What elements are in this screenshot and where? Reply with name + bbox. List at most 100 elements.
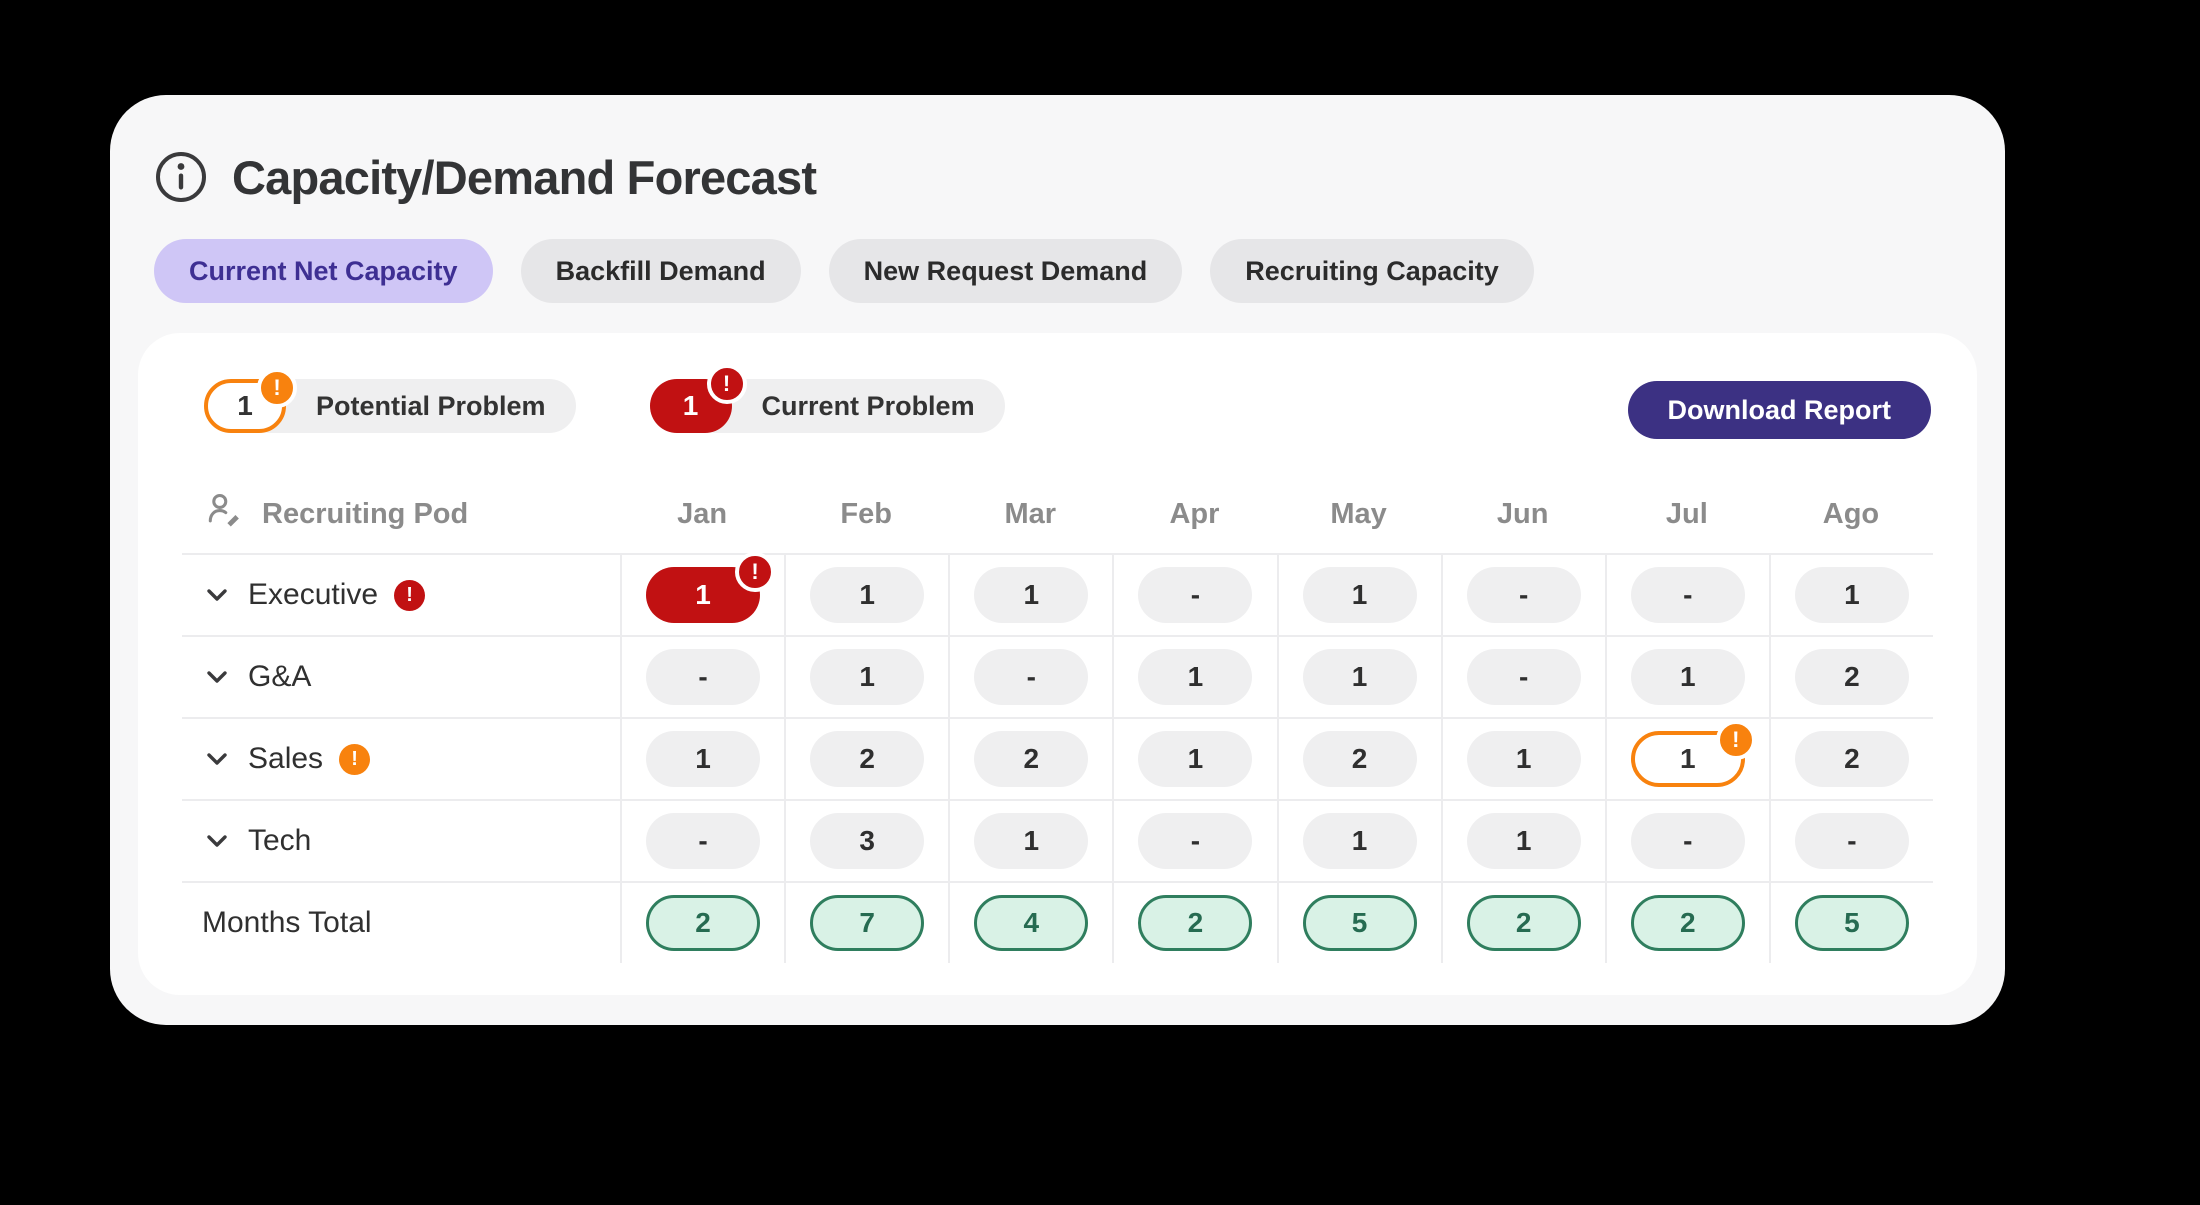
potential-problem-count: 1 xyxy=(237,390,253,421)
table-row-sales: Sales! 1 2 2 1 2 1 1! 2 xyxy=(182,717,1933,799)
cell-executive-may: 1 xyxy=(1276,555,1441,635)
value-pill: 1 xyxy=(974,813,1089,869)
user-edit-icon xyxy=(206,491,244,537)
cell-total-jul: 2 xyxy=(1604,883,1769,963)
potential-problem-alert-icon: ! xyxy=(339,743,371,775)
cell-sales-feb: 2 xyxy=(784,719,948,799)
cell-sales-apr: 1 xyxy=(1112,719,1276,799)
total-value-pill: 2 xyxy=(1630,895,1745,951)
cell-total-feb: 7 xyxy=(784,883,948,963)
current-problem-alert-icon: ! xyxy=(394,579,426,611)
value-pill: 1 xyxy=(1794,567,1909,623)
cell-tech-jun: 1 xyxy=(1440,801,1605,881)
cell-g-a-mar: - xyxy=(948,637,1112,717)
cell-executive-jul: - xyxy=(1604,555,1769,635)
current-problem-count: 1 xyxy=(682,390,699,421)
cell-tech-mar: 1 xyxy=(948,801,1112,881)
cell-executive-mar: 1 xyxy=(948,555,1112,635)
value-pill: 1 xyxy=(1466,813,1581,869)
total-value-pill: 5 xyxy=(1302,895,1417,951)
chevron-down-icon[interactable] xyxy=(202,826,232,856)
cell-executive-jun: - xyxy=(1440,555,1605,635)
chevron-down-icon[interactable] xyxy=(202,580,232,610)
cell-total-apr: 2 xyxy=(1112,883,1276,963)
months-total-label: Months Total xyxy=(202,906,372,939)
value-pill: - xyxy=(1794,813,1909,869)
table-row-months-total: Months Total 2 7 4 2 5 2 2 5 xyxy=(182,881,1933,963)
current-problem-count-pill: 1 ! xyxy=(649,364,747,433)
month-header-apr: Apr xyxy=(1169,497,1220,530)
cell-sales-ago: 2 xyxy=(1768,719,1933,799)
value-pill: - xyxy=(1630,567,1745,623)
cell-g-a-jan: - xyxy=(620,637,784,717)
row-label-text: G&A xyxy=(248,660,312,693)
value-pill: - xyxy=(1466,649,1581,705)
cell-tech-feb: 3 xyxy=(784,801,948,881)
value-pill: 1 xyxy=(1630,649,1745,705)
cell-total-ago: 5 xyxy=(1768,883,1933,963)
cell-tech-may: 1 xyxy=(1276,801,1441,881)
total-value-pill: 5 xyxy=(1794,895,1909,951)
cell-executive-jan: 1! xyxy=(620,552,784,635)
current-problem-label: Current Problem xyxy=(689,379,1005,433)
row-label-text: Executive xyxy=(248,578,379,611)
cell-g-a-may: 1 xyxy=(1276,637,1441,717)
tab-new-request-demand[interactable]: New Request Demand xyxy=(828,239,1183,303)
table-row-executive: Executive! 1! 1 1-1- -1 xyxy=(182,552,1933,635)
total-value-pill: 2 xyxy=(646,895,761,951)
page-title: Capacity/Demand Forecast xyxy=(232,150,817,204)
total-value-pill: 2 xyxy=(1466,895,1581,951)
toolbar: 1 ! Potential Problem 1 ! Current Proble… xyxy=(182,364,1933,445)
alert-badge-icon: ! xyxy=(735,552,776,592)
tab-current-net-capacity[interactable]: Current Net Capacity xyxy=(154,239,493,303)
cell-sales-jan: 1 xyxy=(620,719,784,799)
total-value-pill: 2 xyxy=(1138,895,1253,951)
info-icon[interactable] xyxy=(154,150,208,204)
chevron-down-icon[interactable] xyxy=(202,662,232,692)
download-report-button[interactable]: Download Report xyxy=(1627,381,1931,439)
value-pill: 1! xyxy=(1630,720,1756,787)
chevron-down-icon[interactable] xyxy=(202,744,232,774)
cell-g-a-jun: - xyxy=(1440,637,1605,717)
cell-tech-apr: - xyxy=(1112,801,1276,881)
month-header-jul: Jul xyxy=(1665,497,1708,530)
cell-sales-jul: 1! xyxy=(1604,719,1769,799)
forecast-table: Recruiting Pod Jan Feb Mar Apr May Jun Jul Ago … xyxy=(182,475,1933,963)
table-row-tech: Tech -3 1-1 1- - xyxy=(182,799,1933,881)
alert-badge-icon: ! xyxy=(706,364,747,404)
cell-sales-mar: 2 xyxy=(948,719,1112,799)
alert-badge-icon: ! xyxy=(1715,720,1756,760)
month-header-ago: Ago xyxy=(1822,497,1880,530)
row-label-text: Sales xyxy=(248,742,324,775)
table-header-row: Recruiting Pod Jan Feb Mar Apr May Jun Jul Ago xyxy=(182,475,1933,553)
legend-item-current-problem: 1 ! Current Problem xyxy=(649,364,1005,433)
value-pill: 1 xyxy=(810,649,925,705)
month-header-jun: Jun xyxy=(1496,497,1549,530)
pod-column-header-label: Recruiting Pod xyxy=(262,497,469,530)
tab-backfill-demand[interactable]: Backfill Demand xyxy=(520,239,801,303)
value-pill: 1 xyxy=(1302,813,1417,869)
cell-tech-ago: - xyxy=(1768,801,1933,881)
value-pill: - xyxy=(646,813,761,869)
cell-total-jan: 2 xyxy=(620,883,784,963)
total-value-pill: 7 xyxy=(810,895,925,951)
table-card: 1 ! Potential Problem 1 ! Current Proble… xyxy=(138,333,1977,995)
value-pill: 1 xyxy=(1138,649,1253,705)
row-label-text: Tech xyxy=(248,824,312,857)
value-pill: 1 xyxy=(1138,731,1253,787)
cell-g-a-jul: 1 xyxy=(1604,637,1769,717)
title-row: Capacity/Demand Forecast xyxy=(154,141,1977,213)
cell-executive-feb: 1 xyxy=(784,555,948,635)
value-pill: 1 xyxy=(974,567,1089,623)
value-pill: - xyxy=(1138,813,1253,869)
total-value-pill: 4 xyxy=(974,895,1089,951)
cell-executive-ago: 1 xyxy=(1768,555,1933,635)
value-pill: 1 xyxy=(1466,731,1581,787)
tab-recruiting-capacity[interactable]: Recruiting Capacity xyxy=(1210,239,1534,303)
alert-badge-icon: ! xyxy=(257,368,297,408)
legend-item-potential-problem: 1 ! Potential Problem xyxy=(204,368,576,433)
cell-tech-jan: - xyxy=(620,801,784,881)
table-row-g-a: G&A -1-1 1-1 2 xyxy=(182,635,1933,717)
potential-problem-count-pill: 1 ! xyxy=(204,368,297,433)
potential-problem-label: Potential Problem xyxy=(244,379,576,433)
